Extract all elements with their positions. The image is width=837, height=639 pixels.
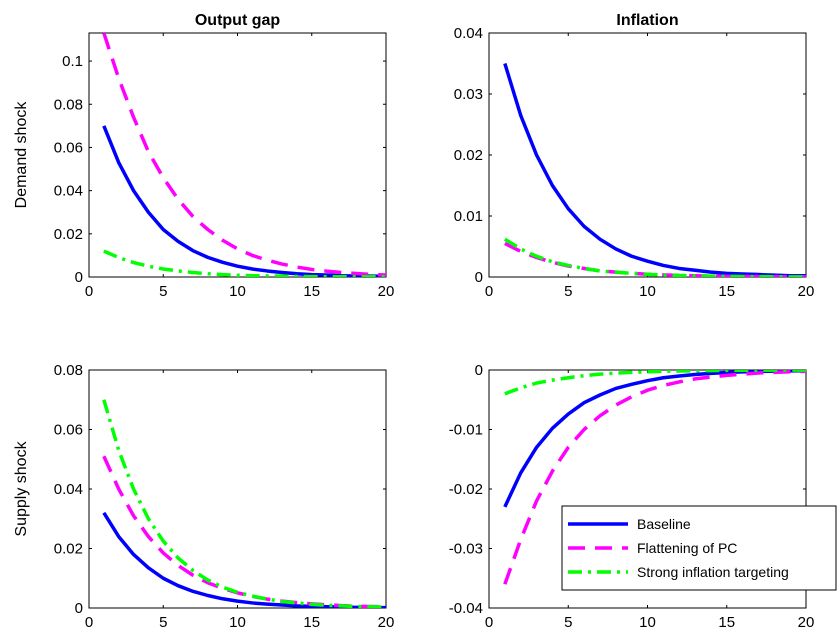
- y-tick-label: 0.04: [54, 183, 83, 200]
- axes-frame: [488, 32, 807, 278]
- legend: Baseline Flattening of PC Strong inflation…: [561, 505, 837, 591]
- series-line-1: [503, 62, 806, 277]
- y-tick-label: 0: [75, 269, 83, 286]
- legend-label: Baseline: [637, 516, 691, 532]
- y-tick-label: 0.02: [54, 541, 83, 558]
- y-tick-label: 0.08: [54, 362, 83, 379]
- y-tick-label: 0.02: [54, 226, 83, 243]
- x-tick-label: 5: [564, 614, 572, 631]
- series-line-2: [504, 241, 806, 277]
- x-tick-label: 5: [159, 283, 167, 300]
- x-tick-label: 0: [485, 614, 493, 631]
- axes-frame: [88, 369, 387, 609]
- panel-title: Inflation: [616, 12, 678, 29]
- y-tick-label: 0: [75, 600, 83, 617]
- legend-label: Strong inflation targeting: [637, 564, 789, 580]
- y-tick-label: 0.06: [54, 139, 83, 156]
- y-tick-label: 0.04: [454, 25, 483, 42]
- series-line-3: [504, 370, 806, 396]
- y-tick-label: -0.04: [449, 600, 483, 617]
- panel-1: 0 5 10 15 20 0 0.02 0.04 0.06 0.08 0.1 Output gap De…: [13, 12, 394, 300]
- y-axis-label: Demand shock: [13, 101, 30, 209]
- y-tick-label: 0.06: [54, 422, 83, 439]
- y-tick-label: -0.02: [449, 481, 483, 498]
- x-tick-label: 0: [85, 614, 93, 631]
- y-tick-label: 0.03: [454, 86, 483, 103]
- legend-label: Flattening of PC: [637, 540, 737, 556]
- series-line-3: [503, 237, 806, 277]
- x-tick-label: 20: [798, 283, 815, 300]
- x-tick-label: 10: [639, 614, 656, 631]
- y-tick-label: 0.01: [454, 208, 483, 225]
- panel-title: Output gap: [195, 12, 281, 29]
- x-tick-label: 0: [485, 283, 493, 300]
- y-tick-label: -0.03: [449, 541, 483, 558]
- series-line-2: [102, 33, 386, 277]
- x-tick-label: 10: [229, 283, 246, 300]
- x-tick-label: 15: [303, 283, 320, 300]
- y-tick-label: 0: [475, 269, 483, 286]
- x-tick-label: 20: [378, 614, 395, 631]
- y-tick-label: 0.02: [454, 147, 483, 164]
- x-tick-label: 15: [718, 283, 735, 300]
- y-tick-label: 0.04: [54, 481, 83, 498]
- series-line-3: [102, 399, 386, 608]
- axes-frame: [88, 32, 387, 278]
- x-tick-label: 10: [639, 283, 656, 300]
- panel-3: 0 5 10 15 20 0 0.02 0.04 0.06 0.08 Supply shock: [13, 362, 394, 631]
- x-tick-label: 5: [159, 614, 167, 631]
- panel-4: 0 5 10 15 20 -0.04 -0.03 -0.02 -0.01 0 Baseline Fla…: [449, 362, 837, 631]
- series-line-3: [103, 249, 386, 277]
- x-tick-label: 10: [229, 614, 246, 631]
- y-tick-label: 0: [475, 362, 483, 379]
- x-tick-label: 15: [718, 614, 735, 631]
- x-tick-label: 15: [303, 614, 320, 631]
- series-line-2: [503, 370, 806, 585]
- y-tick-label: 0.08: [54, 96, 83, 113]
- x-tick-label: 5: [564, 283, 572, 300]
- y-tick-label: 0.1: [62, 53, 83, 70]
- y-tick-label: -0.01: [449, 422, 483, 439]
- x-tick-label: 0: [85, 283, 93, 300]
- y-axis-label: Supply shock: [13, 440, 30, 536]
- x-tick-label: 20: [798, 614, 815, 631]
- x-tick-label: 20: [378, 283, 395, 300]
- panel-2: 0 5 10 15 20 0 0.01 0.02 0.03 0.04 Inflation: [454, 12, 815, 300]
